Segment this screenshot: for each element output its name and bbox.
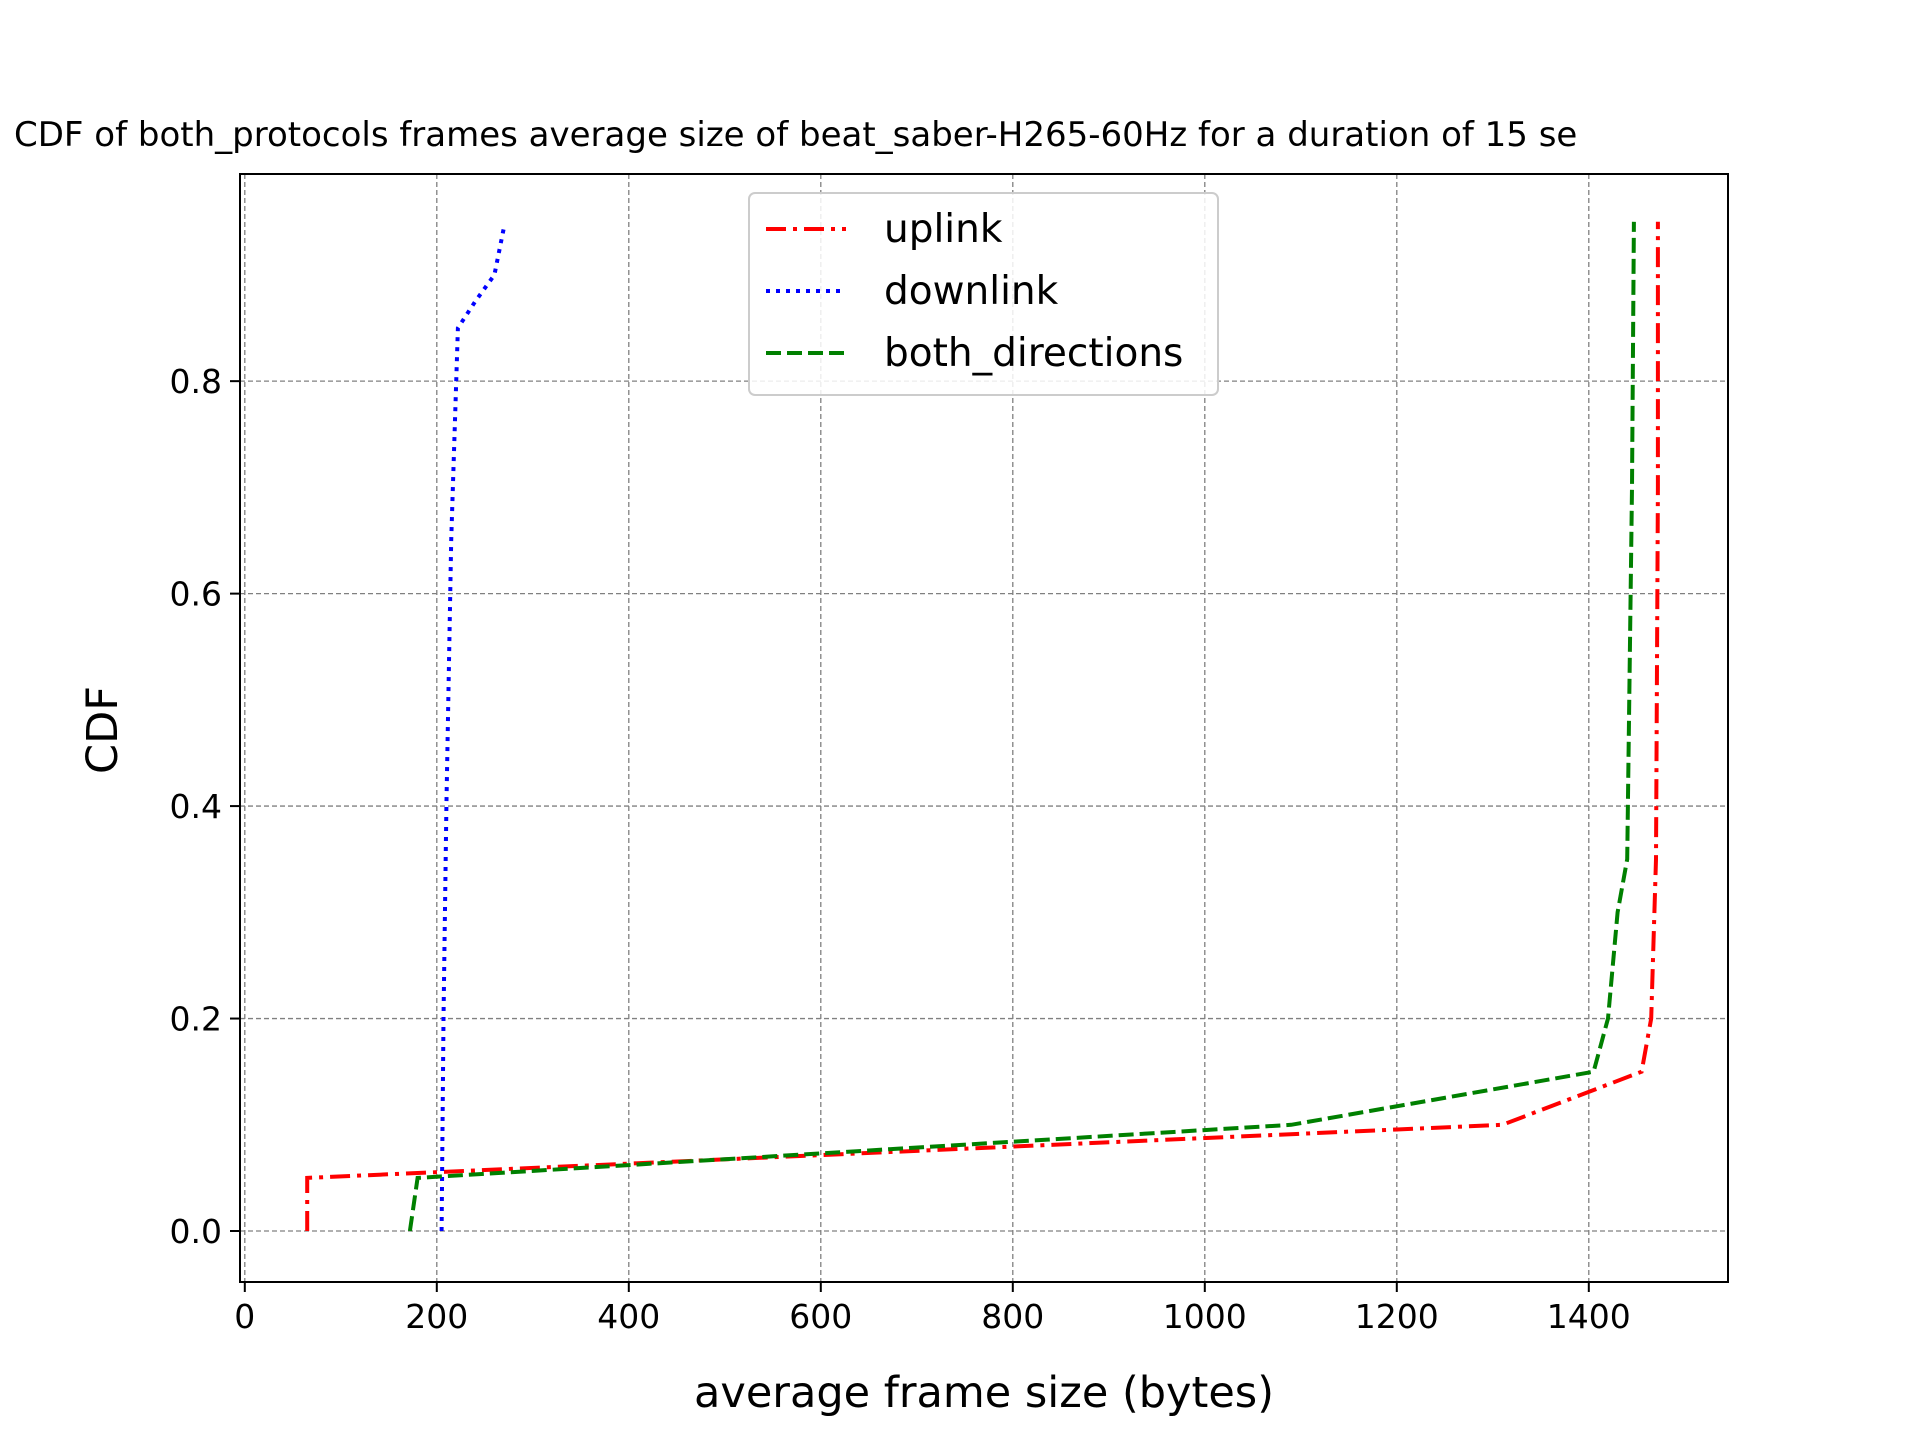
legend-label-both-directions: both_directions [884,331,1183,376]
legend-box [748,192,1219,396]
y-axis-label: CDF [78,686,128,774]
series-line-uplink [305,221,1660,1231]
y-tick-label: 0.2 [170,1000,222,1039]
y-tick-label: 0.8 [170,362,222,401]
x-tick-label: 400 [597,1297,660,1336]
x-tick-label: 1200 [1355,1297,1439,1336]
series-line-both-directions [407,221,1636,1232]
x-tick-label: 1000 [1163,1297,1247,1336]
x-tick-label: 600 [789,1297,852,1336]
y-tick-label: 0.0 [170,1212,222,1251]
legend: uplink downlink both_directions [748,192,1219,396]
x-tick-label: 800 [981,1297,1044,1336]
x-tick-label: 1400 [1547,1297,1631,1336]
legend-label-uplink: uplink [884,207,1003,252]
series-line-downlink [439,226,506,1232]
chart-title: CDF of both_protocols frames average siz… [14,115,1577,155]
plot-frame [239,173,1729,1283]
series-layer [305,221,1660,1232]
x-axis-label: average frame size (bytes) [694,1368,1274,1418]
x-tick-label: 0 [234,1297,255,1336]
y-tick-label: 0.6 [170,575,222,614]
x-tick-label: 200 [405,1297,468,1336]
x-axis-ticks: 0 200 400 600 800 1000 1200 1400 [234,1282,1631,1336]
y-tick-label: 0.4 [170,787,222,826]
legend-label-downlink: downlink [884,269,1059,314]
y-axis-ticks: 0.0 0.2 0.4 0.6 0.8 [170,362,240,1251]
